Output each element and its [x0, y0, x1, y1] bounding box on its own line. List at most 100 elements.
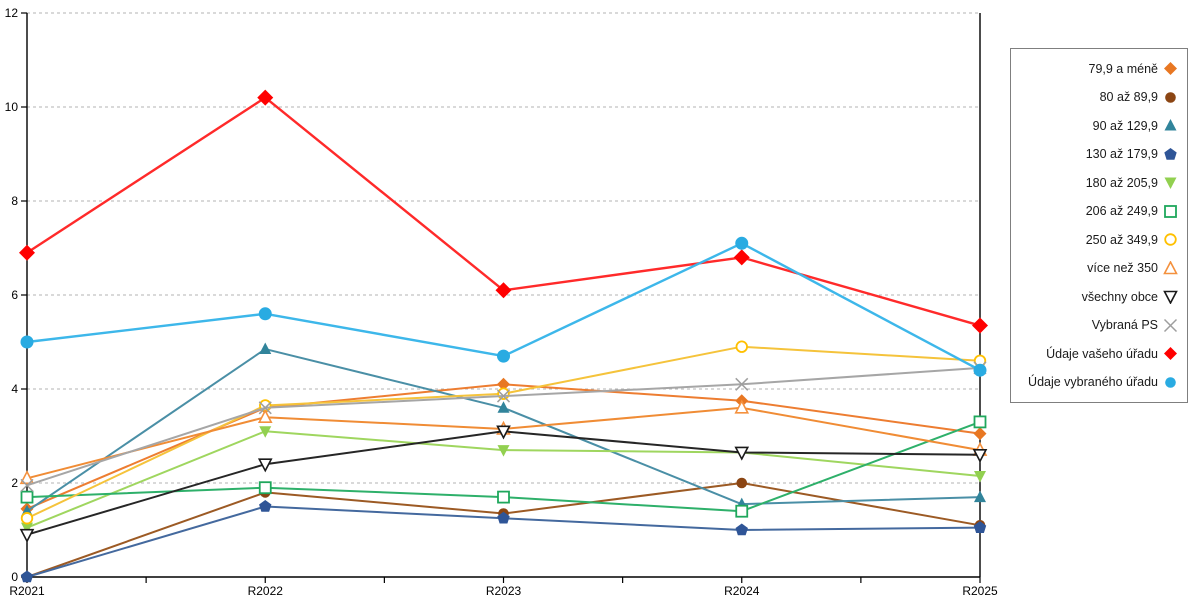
data-point-marker — [20, 478, 34, 492]
data-point-marker — [20, 570, 34, 583]
square-open-legend-icon — [1164, 204, 1177, 218]
x-tick-label: R2025 — [962, 584, 998, 598]
data-point-marker — [259, 342, 272, 355]
y-tick-label: 0 — [11, 570, 18, 584]
series-9 — [19, 425, 988, 543]
chart-legend: 79,9 a méně 80 až 89,9 90 až 129,9 130 až 1… — [1010, 48, 1188, 403]
data-point-marker — [257, 458, 273, 473]
x-tick-label: R2024 — [724, 584, 760, 598]
y-tick-label: 8 — [11, 194, 18, 208]
legend-label: Vybraná PS — [1091, 318, 1158, 333]
data-point-marker — [972, 449, 988, 464]
legend-item: 206 až 249,9 — [1017, 204, 1178, 219]
pentagon-filled-legend-icon — [1164, 147, 1177, 160]
y-tick-label: 12 — [5, 6, 19, 20]
data-point-marker — [497, 387, 510, 400]
legend-item: 130 až 179,9 — [1017, 147, 1178, 162]
data-point-marker — [258, 307, 272, 321]
data-point-marker — [20, 490, 34, 504]
data-point-marker — [974, 470, 986, 483]
triangle-down-open-legend-icon — [1163, 290, 1178, 305]
data-point-marker — [734, 399, 750, 414]
legend-label: 250 až 349,9 — [1085, 232, 1158, 247]
data-point-marker — [734, 446, 750, 461]
triangle-up-filled-legend-icon — [1164, 119, 1177, 131]
data-point-marker — [973, 415, 987, 429]
legend-label: Údaje vašeho úřadu — [1046, 346, 1158, 361]
x-tick-label: R2021 — [9, 584, 45, 598]
legend-label: 80 až 89,9 — [1099, 90, 1158, 105]
legend-item: 180 až 205,9 — [1017, 175, 1178, 190]
data-point-marker — [497, 377, 510, 391]
data-point-marker — [496, 389, 511, 403]
legend-label: 206 až 249,9 — [1085, 204, 1158, 219]
triangle-down-filled-legend-icon — [1164, 177, 1177, 190]
data-point-marker — [19, 528, 35, 543]
data-point-marker — [973, 427, 987, 441]
data-point-marker — [20, 512, 34, 525]
series-3 — [21, 342, 986, 517]
circle-open-legend-icon — [1164, 233, 1177, 246]
data-point-marker — [735, 523, 748, 536]
data-point-marker — [497, 349, 510, 363]
series-line — [26, 406, 981, 480]
legend-item: 90 až 129,9 — [1017, 118, 1178, 133]
data-point-marker — [257, 89, 274, 106]
legend-label: 130 až 179,9 — [1085, 147, 1158, 162]
series-12 — [20, 236, 987, 377]
legend-label: všechny obce — [1081, 289, 1158, 304]
data-point-marker — [736, 477, 748, 489]
triangle-up-open-legend-icon — [1163, 260, 1178, 275]
legend-item: Údaje vybraného úřadu — [1017, 375, 1178, 390]
data-point-marker — [259, 426, 272, 438]
legend-item: 80 až 89,9 — [1017, 90, 1178, 105]
data-point-marker — [497, 490, 510, 504]
data-point-marker — [972, 317, 988, 334]
legend-label: 90 až 129,9 — [1092, 118, 1158, 133]
legend-label: 180 až 205,9 — [1085, 175, 1158, 190]
series-11 — [19, 89, 988, 334]
data-point-marker — [259, 500, 272, 512]
data-point-marker — [496, 425, 511, 440]
data-point-marker — [973, 521, 987, 533]
legend-item: všechny obce — [1017, 289, 1178, 305]
data-point-marker — [19, 470, 35, 485]
legend-label: 79,9 a méně — [1088, 61, 1159, 76]
data-point-marker — [258, 481, 272, 495]
data-point-marker — [497, 445, 510, 457]
series-10 — [20, 361, 987, 492]
circle-filled-legend-icon — [1165, 377, 1176, 388]
data-point-marker — [19, 244, 35, 261]
legend-item: 79,9 a méně — [1017, 61, 1178, 76]
data-point-marker — [257, 408, 273, 423]
circle-filled-legend-icon — [1165, 91, 1176, 103]
data-point-marker — [495, 282, 512, 299]
data-point-marker — [258, 401, 272, 415]
data-point-marker — [735, 236, 749, 250]
data-point-marker — [21, 522, 33, 535]
data-point-marker — [735, 377, 749, 391]
legend-item: Údaje vašeho úřadu — [1017, 346, 1178, 361]
data-point-marker — [735, 340, 748, 353]
y-tick-label: 10 — [5, 100, 19, 114]
data-point-marker — [735, 504, 749, 518]
series-6 — [20, 415, 987, 518]
x-tick-label: R2022 — [248, 584, 284, 598]
diamond-filled-legend-icon — [1164, 347, 1177, 361]
data-point-marker — [497, 511, 510, 524]
y-tick-label: 6 — [11, 288, 18, 302]
x-tick-label: R2023 — [486, 584, 522, 598]
y-tick-label: 4 — [11, 382, 18, 396]
data-point-marker — [974, 490, 986, 503]
legend-item: 250 až 349,9 — [1017, 232, 1178, 247]
diamond-filled-legend-icon — [1164, 62, 1177, 75]
data-point-marker — [497, 401, 510, 413]
series-7 — [20, 340, 987, 525]
data-point-marker — [20, 335, 34, 349]
data-point-marker — [733, 249, 750, 266]
legend-label: Údaje vybraného úřadu — [1028, 375, 1158, 390]
legend-item: Vybraná PS — [1017, 318, 1178, 333]
series-4 — [20, 500, 987, 583]
y-tick-label: 2 — [11, 476, 18, 490]
